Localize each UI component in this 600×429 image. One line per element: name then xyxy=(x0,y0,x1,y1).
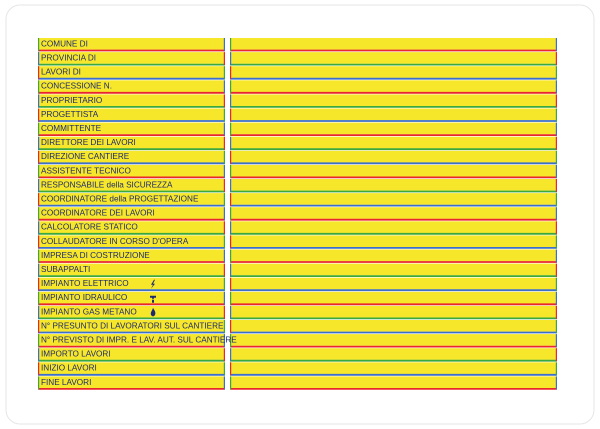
row-label: ASSISTENTE TECNICO xyxy=(41,166,131,175)
value-cell xyxy=(230,263,557,276)
label-cell xyxy=(38,305,225,318)
gas-icon xyxy=(150,307,156,317)
row-label: RESPONSABILE della SICUREZZA xyxy=(41,180,173,189)
label-cell xyxy=(38,277,225,290)
value-cell xyxy=(230,291,557,304)
label-cell xyxy=(38,164,225,177)
row-label: CALCOLATORE STATICO xyxy=(41,223,138,232)
value-cell xyxy=(230,235,557,248)
value-cell xyxy=(230,305,557,318)
value-cell xyxy=(230,38,557,50)
value-cell xyxy=(230,376,557,389)
value-cell xyxy=(230,221,557,233)
value-cell xyxy=(230,179,557,191)
row-label: IMPRESA DI COSTRUZIONE xyxy=(41,251,150,260)
row-label: DIREZIONE CANTIERE xyxy=(41,152,130,161)
label-cell xyxy=(38,348,225,360)
value-cell xyxy=(230,136,557,149)
value-cell xyxy=(230,66,557,78)
label-cell xyxy=(38,221,225,233)
value-cell xyxy=(230,52,557,64)
label-cell xyxy=(38,235,225,248)
label-cell xyxy=(38,334,225,346)
row-label: N° PRESUNTO DI LAVORATORI SUL CANTIERE xyxy=(41,321,224,330)
label-cell xyxy=(38,94,225,107)
label-cell xyxy=(38,179,225,191)
row-label: IMPORTO LAVORI xyxy=(41,350,111,359)
row-label: FINE LAVORI xyxy=(41,378,91,387)
label-cell xyxy=(38,376,225,389)
label-cell xyxy=(38,136,225,149)
value-cell xyxy=(230,122,557,135)
label-cell xyxy=(38,207,225,219)
value-cell xyxy=(230,193,557,205)
label-cell xyxy=(38,263,225,276)
value-cell xyxy=(230,164,557,177)
value-cell xyxy=(230,320,557,332)
row-label: SUBAPPALTI xyxy=(41,265,90,274)
value-cell xyxy=(230,277,557,290)
water-icon xyxy=(150,295,156,303)
value-cell xyxy=(230,207,557,219)
value-cell xyxy=(230,108,557,121)
row-label: PROVINCIA DI xyxy=(41,54,96,63)
label-cell xyxy=(38,122,225,135)
label-cell xyxy=(38,66,225,78)
row-label: COMMITTENTE xyxy=(41,124,102,133)
row-label: N° PREVISTO DI IMPR. E LAV. AUT. SUL CAN… xyxy=(41,336,237,345)
label-cell xyxy=(38,38,225,50)
row-label: COLLAUDATORE IN CORSO D'OPERA xyxy=(41,237,189,246)
value-cell xyxy=(230,80,557,92)
row-label: IMPIANTO IDRAULICO xyxy=(41,293,127,302)
label-cell xyxy=(38,320,225,332)
label-cell xyxy=(38,108,225,121)
row-label: COMUNE DI xyxy=(41,39,88,48)
row-label: DIRETTORE DEI LAVORI xyxy=(41,138,136,147)
row-label: IMPIANTO ELETTRICO xyxy=(41,279,129,288)
row-label: COORDINATORE della PROGETTAZIONE xyxy=(41,195,199,204)
value-cell xyxy=(230,150,557,163)
row-label: CONCESSIONE N. xyxy=(41,82,112,91)
row-label: IMPIANTO GAS METANO xyxy=(41,307,137,316)
value-cell xyxy=(230,249,557,262)
row-label: INIZIO LAVORI xyxy=(41,364,97,373)
value-cell xyxy=(230,348,557,360)
label-cell xyxy=(38,291,225,304)
electric-icon xyxy=(151,279,155,289)
label-cell xyxy=(38,193,225,205)
row-label: PROGETTISTA xyxy=(41,110,99,119)
value-cell xyxy=(230,334,557,346)
row-label: LAVORI DI xyxy=(41,68,81,77)
row-label: PROPRIETARIO xyxy=(41,96,102,105)
label-cell xyxy=(38,150,225,163)
value-cell xyxy=(230,94,557,107)
label-cell xyxy=(38,80,225,92)
label-cell xyxy=(38,249,225,262)
value-cell xyxy=(230,362,557,374)
label-cell xyxy=(38,52,225,64)
row-label: COORDINATORE DEI LAVORI xyxy=(41,209,155,218)
label-cell xyxy=(38,362,225,374)
